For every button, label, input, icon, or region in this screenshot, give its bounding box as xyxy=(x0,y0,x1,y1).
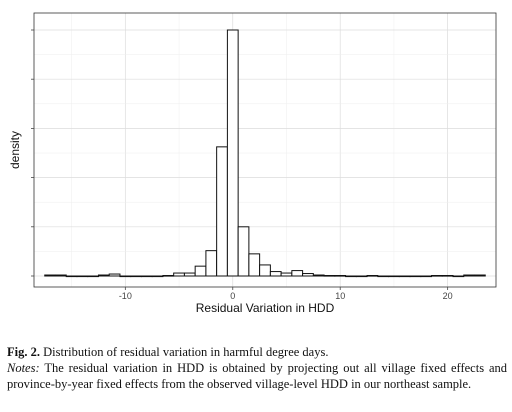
caption-title-line: Fig. 2. Distribution of residual variati… xyxy=(7,344,507,360)
histogram-bar xyxy=(355,275,368,278)
histogram-bar xyxy=(345,275,357,278)
notes-text: The residual variation in HDD is obtaine… xyxy=(7,361,507,391)
figure-label: Fig. 2. xyxy=(7,345,40,359)
x-tick-label: 0 xyxy=(230,291,235,301)
histogram-bar xyxy=(409,275,422,278)
histogram-bar xyxy=(65,275,78,278)
histogram-bar xyxy=(162,275,175,277)
caption-notes: Notes: The residual variation in HDD is … xyxy=(7,360,507,392)
histogram-bar xyxy=(280,272,293,277)
histogram-bar xyxy=(441,275,454,277)
histogram-bar xyxy=(323,275,336,277)
histogram-bar xyxy=(194,265,207,277)
histogram-bar xyxy=(205,250,218,277)
histogram-bar xyxy=(97,274,110,277)
histogram-bar xyxy=(54,274,67,277)
histogram-bar xyxy=(312,274,325,277)
x-tick-label: 10 xyxy=(335,291,345,301)
axis-ticks: -10 0 10 20 xyxy=(31,29,453,301)
panel-border xyxy=(33,12,497,288)
histogram-bar xyxy=(420,275,433,278)
histogram-bar xyxy=(377,275,390,278)
histogram-bar xyxy=(216,146,228,277)
histogram-bar xyxy=(398,275,411,278)
x-tick-label: 20 xyxy=(443,291,453,301)
grid xyxy=(34,13,496,287)
histogram-bar xyxy=(366,275,379,277)
histogram-bar xyxy=(76,275,89,278)
y-axis-title: density xyxy=(8,131,22,169)
histogram-bar xyxy=(474,274,486,277)
histogram-bar xyxy=(183,272,196,277)
histogram-bar xyxy=(119,275,132,278)
histogram-bar xyxy=(173,272,185,277)
histogram-chart: -10 0 10 20 Residual Variation in HDD densi… xyxy=(8,12,497,315)
histogram-bar xyxy=(151,275,164,278)
histogram-bar xyxy=(302,273,314,277)
histogram-bar xyxy=(291,270,304,277)
x-tick-label: -10 xyxy=(119,291,132,301)
figure-title: Distribution of residual variation in ha… xyxy=(43,345,329,359)
histogram-bar xyxy=(108,273,121,277)
histogram-bar xyxy=(44,274,56,277)
figure-caption: Fig. 2. Distribution of residual variati… xyxy=(7,344,507,392)
histogram-bar xyxy=(248,253,261,277)
histogram-bar xyxy=(269,271,282,277)
histogram-bar xyxy=(237,226,250,277)
histogram-bar xyxy=(259,264,271,277)
histogram-bar xyxy=(388,275,400,278)
histogram-bar xyxy=(334,275,347,277)
histogram-bar xyxy=(226,29,239,277)
histogram-bar xyxy=(431,275,443,277)
histogram-bar xyxy=(463,274,476,277)
notes-label: Notes: xyxy=(7,361,40,375)
x-axis-title: Residual Variation in HDD xyxy=(196,301,335,315)
histogram-bar xyxy=(452,275,465,278)
histogram-bar xyxy=(140,275,153,278)
histogram-bar xyxy=(87,275,99,278)
histogram-bar xyxy=(130,275,142,278)
histogram-bars xyxy=(44,29,486,278)
